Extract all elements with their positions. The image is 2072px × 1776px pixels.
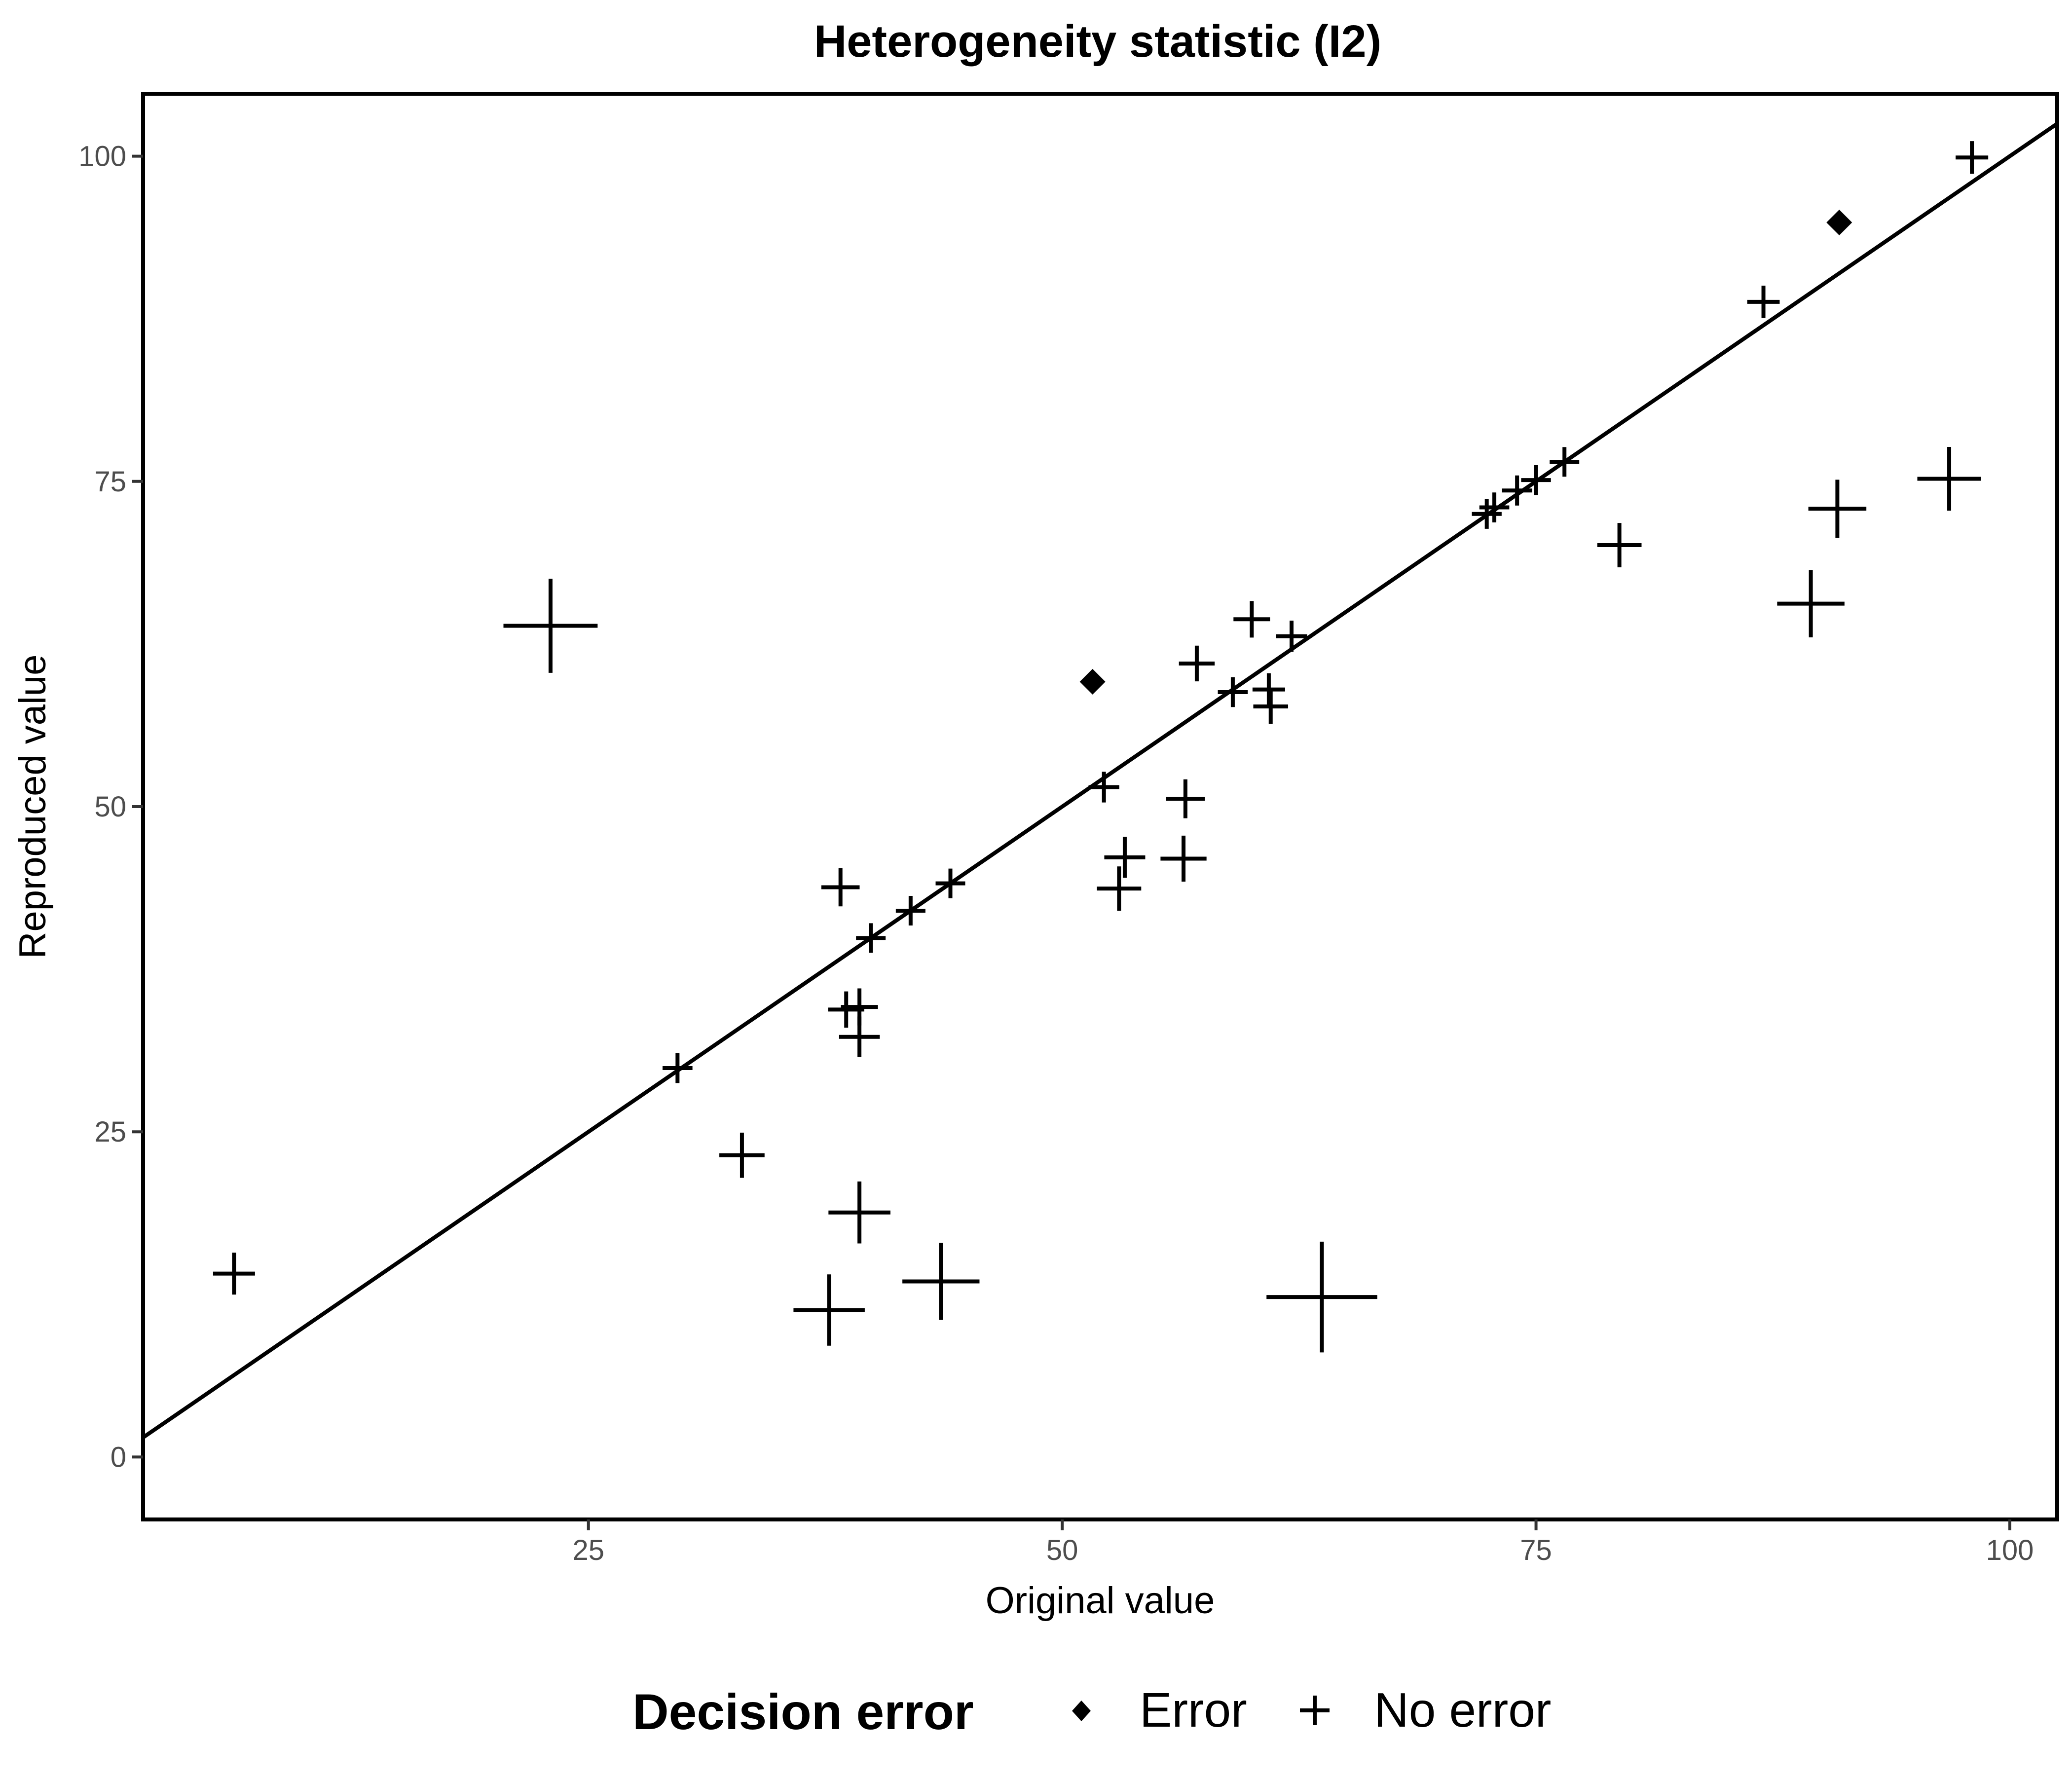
data-point-no-error	[1917, 446, 1981, 511]
data-point-no-error	[1747, 286, 1780, 318]
panel-border	[141, 92, 2059, 1521]
legend-plus-icon	[1300, 1696, 1330, 1725]
y-axis: 0 25 50 75 100	[78, 141, 143, 1473]
data-point-no-error	[1808, 480, 1867, 538]
data-point-no-error	[1160, 835, 1207, 882]
legend: Decision error Error No error	[632, 1683, 1551, 1740]
x-tick-label: 75	[1520, 1534, 1552, 1566]
data-point-no-error	[1179, 645, 1215, 682]
y-tick-label: 50	[94, 791, 126, 823]
data-point-no-error	[1097, 866, 1142, 911]
data-point-no-error	[1166, 779, 1205, 818]
data-point-no-error	[1777, 570, 1845, 637]
data-point-no-error	[841, 988, 878, 1026]
data-point-no-error	[1218, 677, 1248, 707]
y-tick-label: 100	[78, 141, 126, 173]
data-point-no-error	[1253, 689, 1289, 724]
data-point-no-error	[902, 1243, 980, 1320]
y-tick-label: 25	[94, 1116, 126, 1148]
data-point-no-error	[821, 868, 860, 907]
x-axis-title: Original value	[986, 1580, 1215, 1622]
x-tick-label: 100	[1986, 1534, 2034, 1566]
y-axis-title: Reproduced value	[12, 655, 54, 959]
data-point-no-error	[213, 1253, 255, 1295]
plot-area	[143, 122, 2057, 1440]
identity-reference-line	[143, 122, 2057, 1440]
y-tick-label: 0	[111, 1441, 126, 1473]
data-point-no-error	[503, 579, 598, 673]
legend-diamond-icon	[1072, 1701, 1091, 1721]
x-axis: 25 50 75 100	[573, 1519, 2034, 1566]
data-point-no-error	[1956, 141, 1989, 174]
data-point-no-error	[1521, 465, 1551, 495]
data-point-no-error	[1502, 475, 1532, 506]
data-point-no-error	[1550, 447, 1580, 477]
legend-title: Decision error	[632, 1684, 974, 1740]
data-point-no-error	[895, 895, 925, 925]
data-point-no-error	[935, 868, 965, 898]
legend-label-no-error: No error	[1374, 1683, 1551, 1737]
legend-label-error: Error	[1140, 1683, 1247, 1737]
data-point-no-error	[1479, 492, 1510, 522]
chart-title: Heterogeneity statistic (I2)	[814, 16, 1381, 67]
data-point-error	[1826, 210, 1852, 236]
data-point-no-error	[1597, 523, 1642, 567]
x-tick-label: 25	[573, 1534, 605, 1566]
data-point-no-error	[1233, 601, 1270, 638]
data-point-no-error	[793, 1274, 865, 1346]
data-point-no-error	[856, 923, 886, 953]
data-point-no-error	[1276, 620, 1307, 652]
data-point-no-error	[1088, 772, 1119, 803]
x-tick-label: 50	[1046, 1534, 1078, 1566]
data-point-no-error	[1104, 837, 1146, 878]
data-point-error	[1079, 668, 1106, 695]
data-point-no-error	[663, 1053, 693, 1083]
data-point-no-error	[1472, 499, 1502, 529]
data-point-no-error	[719, 1132, 765, 1178]
data-point-no-error	[828, 1181, 890, 1244]
data-point-no-error	[1266, 1241, 1377, 1353]
y-tick-label: 75	[94, 466, 126, 498]
